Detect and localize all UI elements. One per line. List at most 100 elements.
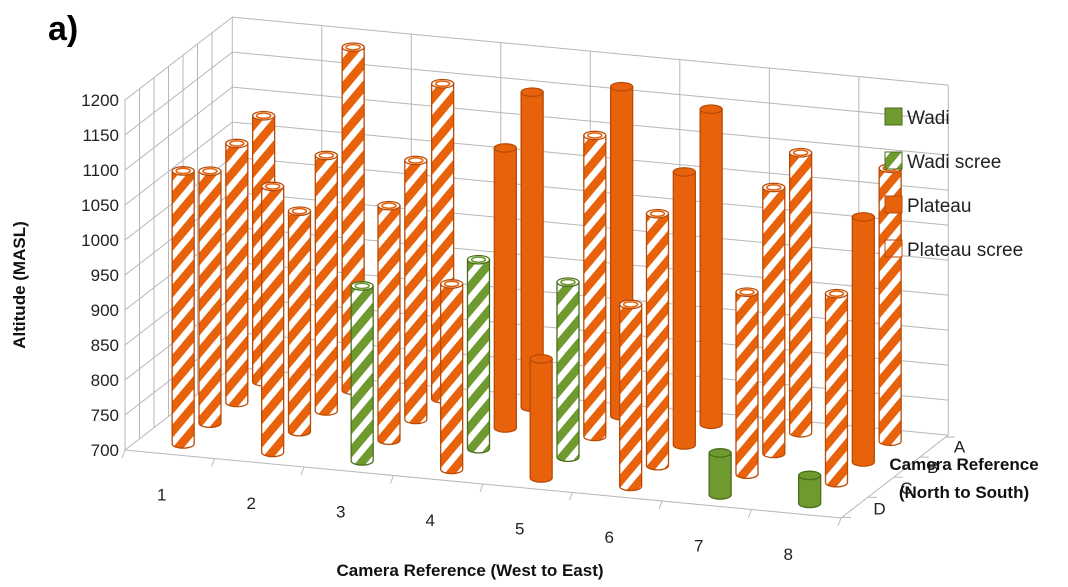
bar-4-A — [520, 87, 544, 413]
bar-top — [798, 470, 822, 481]
x-tick-label: 4 — [426, 511, 435, 530]
bar-top-inner — [828, 290, 845, 298]
y-tick-labels: 700 750 800 850 900 950 1000 1050 1100 1150 1200 — [81, 91, 119, 460]
bar-top-inner — [443, 280, 460, 288]
bar-8-B — [851, 212, 875, 467]
bar-top-inner — [175, 167, 191, 175]
bar-top-inner — [649, 210, 666, 218]
bars — [171, 42, 902, 509]
x-tickmark — [390, 475, 394, 484]
y-tick-label: 1100 — [82, 161, 119, 180]
bar-top-inner — [622, 300, 639, 308]
legend-label: Plateau — [907, 196, 971, 217]
bar-top — [529, 354, 553, 364]
legend-label: Wadi scree — [907, 152, 1001, 173]
bar-6-A — [699, 104, 723, 430]
legend-swatch — [884, 107, 903, 126]
panel-label: a) — [48, 10, 78, 48]
bar-7-B — [762, 182, 786, 459]
x-tickmark — [121, 449, 126, 459]
gridline-1200 — [124, 16, 949, 101]
x-tick-label: 6 — [605, 528, 614, 547]
bar-4-B — [493, 143, 517, 433]
x-tick-label: 1 — [157, 485, 166, 504]
x-tick-label: 2 — [247, 494, 256, 513]
x-tickmark — [479, 483, 484, 493]
bar-body — [788, 152, 813, 438]
bar-3-D — [350, 281, 374, 466]
z-tick-label: B — [927, 458, 938, 477]
bar-top-inner — [408, 157, 424, 164]
bar-1-B — [225, 138, 249, 408]
x-tickmark — [658, 500, 663, 510]
bar-top — [699, 104, 723, 115]
bar-body — [529, 358, 553, 483]
bar-top-inner — [766, 184, 782, 191]
bar-2-D — [261, 181, 285, 458]
bar-3-C — [377, 200, 401, 445]
bar-top-inner — [792, 149, 809, 157]
bar-body — [493, 147, 517, 433]
bar-top-inner — [229, 140, 245, 147]
bar-1-C — [198, 166, 222, 428]
bar-body — [225, 142, 249, 408]
bar-7-A — [788, 147, 813, 438]
z-tick-label: C — [900, 479, 912, 498]
legend-item: Wadi scree — [884, 151, 1001, 173]
legend-label: Wadi — [907, 108, 950, 129]
bar-top-inner — [318, 152, 335, 159]
bar-body — [735, 291, 759, 479]
bar-body — [619, 303, 643, 492]
x-tick-label: 8 — [784, 545, 793, 564]
bar-top-inner — [255, 112, 272, 120]
legend-item: Plateau — [884, 195, 971, 217]
legend-swatch — [884, 195, 903, 214]
bar-6-D — [619, 299, 643, 492]
bar-top-inner — [587, 132, 603, 139]
bar-body — [377, 205, 401, 445]
x-tickmark — [211, 458, 215, 467]
bar-5-D — [529, 354, 553, 483]
bar-1-D — [171, 166, 195, 449]
bar-8-D — [798, 470, 822, 509]
y-tick-label: 700 — [91, 441, 119, 460]
legend-item: Plateau scree — [884, 239, 1023, 261]
bar-body — [708, 452, 732, 500]
bar-5-B — [583, 130, 607, 442]
bar-top-inner — [354, 282, 370, 290]
bar-body — [583, 134, 607, 442]
bar-top — [493, 143, 517, 153]
bar-body — [466, 259, 491, 454]
bar-2-B — [314, 150, 338, 416]
bar-top-inner — [381, 202, 397, 210]
bar-4-C — [466, 254, 491, 454]
legend: Wadi Wadi scree Plateau Plateau scree — [884, 107, 1023, 261]
bar-body — [798, 474, 822, 509]
bar-body — [350, 285, 374, 466]
bar-top — [609, 81, 634, 92]
bar-4-D — [440, 279, 464, 475]
y-tick-label: 950 — [91, 266, 119, 285]
bar-top-inner — [202, 167, 218, 175]
bar-top — [520, 87, 544, 98]
x-tickmark — [748, 509, 752, 518]
bar-body — [645, 213, 670, 471]
y-tick-label: 750 — [91, 406, 119, 425]
bar-5-C — [556, 277, 580, 462]
bar-body — [824, 293, 849, 488]
bar-body — [171, 170, 195, 449]
bar-body — [440, 283, 464, 475]
x-tickmark — [300, 466, 305, 476]
bar-top-inner — [560, 278, 576, 286]
legend-item: Wadi — [884, 107, 950, 129]
x-tick-label: 5 — [515, 519, 524, 538]
y-tick-label: 900 — [91, 301, 119, 320]
bar-2-C — [287, 206, 312, 437]
y-tick-label: 850 — [91, 336, 119, 355]
z-tick-label: D — [873, 500, 885, 519]
y-tick-label: 1000 — [81, 231, 119, 250]
x-tickmark — [569, 492, 573, 501]
bar-body — [762, 186, 786, 459]
bar-top-inner — [434, 80, 451, 88]
